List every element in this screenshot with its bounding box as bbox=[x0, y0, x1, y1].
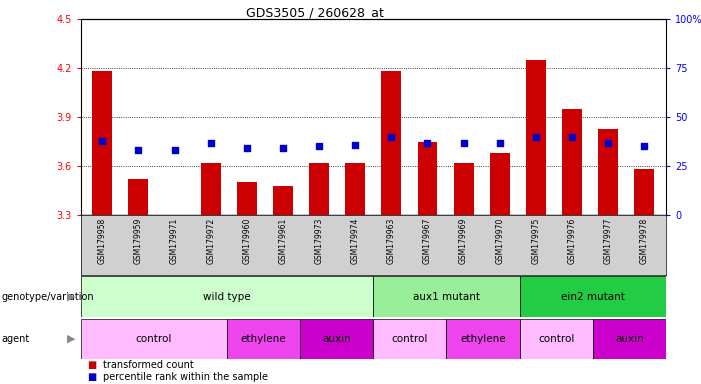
Point bbox=[458, 139, 469, 146]
Text: wild type: wild type bbox=[203, 291, 251, 302]
Text: GSM179967: GSM179967 bbox=[423, 218, 432, 265]
Point bbox=[386, 134, 397, 140]
Text: GSM179960: GSM179960 bbox=[243, 218, 252, 265]
Text: ▶: ▶ bbox=[67, 334, 75, 344]
Bar bbox=[593, 319, 666, 359]
Text: aux1 mutant: aux1 mutant bbox=[413, 291, 480, 302]
Text: control: control bbox=[538, 334, 574, 344]
Text: genotype/variation: genotype/variation bbox=[1, 291, 94, 302]
Text: agent: agent bbox=[1, 334, 29, 344]
Bar bbox=[526, 60, 546, 215]
Point bbox=[313, 143, 325, 149]
Text: GSM179978: GSM179978 bbox=[640, 218, 648, 264]
Text: auxin: auxin bbox=[615, 334, 644, 344]
Bar bbox=[519, 319, 593, 359]
Text: GSM179969: GSM179969 bbox=[459, 218, 468, 265]
Point bbox=[422, 139, 433, 146]
Point bbox=[205, 139, 217, 146]
Bar bbox=[373, 276, 519, 317]
Bar bbox=[381, 71, 401, 215]
Point bbox=[494, 139, 505, 146]
Text: GSM179963: GSM179963 bbox=[387, 218, 396, 265]
Text: GSM179974: GSM179974 bbox=[350, 218, 360, 265]
Point bbox=[241, 146, 252, 152]
Bar bbox=[309, 163, 329, 215]
Text: ethylene: ethylene bbox=[461, 334, 506, 344]
Bar bbox=[165, 215, 184, 218]
Point bbox=[278, 146, 289, 152]
Text: ethylene: ethylene bbox=[240, 334, 286, 344]
Bar bbox=[373, 319, 447, 359]
Bar bbox=[273, 185, 293, 215]
Text: GSM179970: GSM179970 bbox=[495, 218, 504, 265]
Text: control: control bbox=[135, 334, 172, 344]
Text: percentile rank within the sample: percentile rank within the sample bbox=[103, 372, 268, 382]
Bar bbox=[237, 182, 257, 215]
Bar bbox=[490, 153, 510, 215]
Bar bbox=[519, 276, 666, 317]
Point bbox=[566, 134, 578, 140]
Text: GSM179961: GSM179961 bbox=[278, 218, 287, 264]
Point bbox=[530, 134, 541, 140]
Text: GSM179971: GSM179971 bbox=[170, 218, 179, 264]
Text: ■: ■ bbox=[88, 372, 97, 382]
Text: GSM179977: GSM179977 bbox=[604, 218, 613, 265]
Text: ein2 mutant: ein2 mutant bbox=[561, 291, 625, 302]
Bar bbox=[300, 319, 373, 359]
Text: GSM179958: GSM179958 bbox=[98, 218, 107, 264]
Bar bbox=[128, 179, 149, 215]
Point bbox=[132, 147, 144, 154]
Text: auxin: auxin bbox=[322, 334, 351, 344]
Text: transformed count: transformed count bbox=[103, 360, 193, 370]
Bar bbox=[562, 109, 582, 215]
Text: GDS3505 / 260628_at: GDS3505 / 260628_at bbox=[246, 6, 383, 19]
Text: GSM179976: GSM179976 bbox=[568, 218, 576, 265]
Bar bbox=[227, 319, 300, 359]
Bar bbox=[418, 142, 437, 215]
Bar bbox=[454, 163, 474, 215]
Point bbox=[603, 139, 614, 146]
Text: GSM179975: GSM179975 bbox=[531, 218, 540, 265]
Text: GSM179972: GSM179972 bbox=[206, 218, 215, 264]
Bar bbox=[447, 319, 519, 359]
Bar bbox=[93, 71, 112, 215]
Text: GSM179959: GSM179959 bbox=[134, 218, 143, 265]
Bar bbox=[81, 276, 373, 317]
Point bbox=[639, 143, 650, 149]
Point bbox=[97, 137, 108, 144]
Text: GSM179973: GSM179973 bbox=[315, 218, 324, 265]
Point bbox=[169, 147, 180, 154]
Bar bbox=[200, 163, 221, 215]
Bar bbox=[634, 169, 654, 215]
Text: ▶: ▶ bbox=[67, 291, 75, 302]
Point bbox=[350, 141, 361, 147]
Bar bbox=[346, 163, 365, 215]
Bar bbox=[598, 129, 618, 215]
Text: control: control bbox=[392, 334, 428, 344]
Text: ■: ■ bbox=[88, 360, 97, 370]
Bar bbox=[81, 319, 227, 359]
